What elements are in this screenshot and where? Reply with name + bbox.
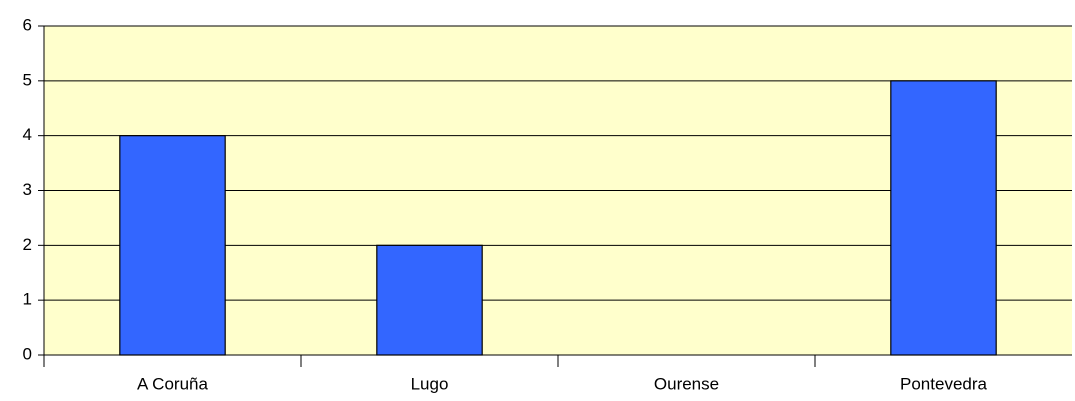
y-tick-label: 6 [23, 15, 32, 34]
y-tick-label: 3 [23, 180, 32, 199]
bar [376, 244, 483, 356]
bar [890, 80, 997, 356]
x-tick-label: Pontevedra [900, 374, 987, 393]
x-tick-label: Ourense [654, 374, 719, 393]
y-tick-label: 4 [23, 125, 32, 144]
x-tick-label: Lugo [411, 374, 449, 393]
y-tick-label: 5 [23, 70, 32, 89]
y-tick-label: 2 [23, 235, 32, 254]
bar [119, 135, 226, 356]
y-tick-label: 0 [23, 344, 32, 363]
y-tick-label: 1 [23, 290, 32, 309]
x-tick-label: A Coruña [137, 374, 208, 393]
